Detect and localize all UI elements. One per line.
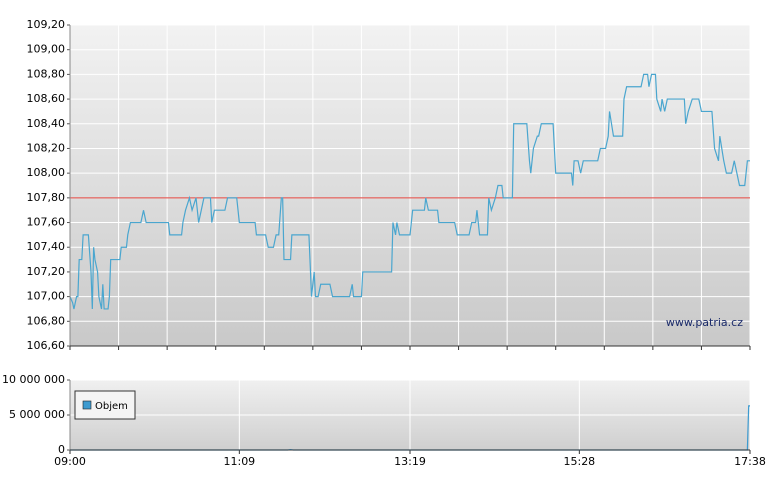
x-tick-label: 09:00 bbox=[54, 455, 86, 468]
y-tick-label: 106,60 bbox=[27, 339, 66, 352]
y-tick-label: 108,40 bbox=[27, 117, 66, 130]
y-tick-label: 107,80 bbox=[27, 191, 66, 204]
price-line bbox=[69, 73, 750, 310]
y-tick-label: 107,20 bbox=[27, 265, 66, 278]
y-tick-label: 106,80 bbox=[27, 314, 66, 327]
y-tick-label: 109,00 bbox=[27, 43, 66, 56]
y-tick-label: 5 000 000 bbox=[9, 408, 65, 421]
legend-label: Objem bbox=[95, 401, 128, 412]
marks: 106,60 106,80 107,00 107,20 107,40 107,60 107,… bbox=[2, 18, 766, 468]
x-tick-label: 11:09 bbox=[223, 455, 255, 468]
legend-swatch bbox=[82, 400, 92, 410]
y-tick-label: 10 000 000 bbox=[2, 373, 65, 386]
y-tick-label: 108,20 bbox=[27, 141, 66, 154]
y-tick-label: 109,20 bbox=[27, 18, 66, 31]
watermark: www.patria.cz bbox=[666, 316, 743, 329]
legend: Objem bbox=[74, 390, 136, 420]
y-tick-label: 107,60 bbox=[27, 216, 66, 229]
y-tick-label: 107,00 bbox=[27, 290, 66, 303]
y-tick-label: 0 bbox=[58, 443, 65, 456]
x-tick-label: 17:38 bbox=[734, 455, 766, 468]
y-tick-label: 108,00 bbox=[27, 166, 66, 179]
y-tick-label: 108,80 bbox=[27, 67, 66, 80]
x-tick-label: 15:28 bbox=[563, 455, 595, 468]
x-tick-label: 13:19 bbox=[394, 455, 426, 468]
y-tick-label: 107,40 bbox=[27, 240, 66, 253]
y-tick-label: 108,60 bbox=[27, 92, 66, 105]
